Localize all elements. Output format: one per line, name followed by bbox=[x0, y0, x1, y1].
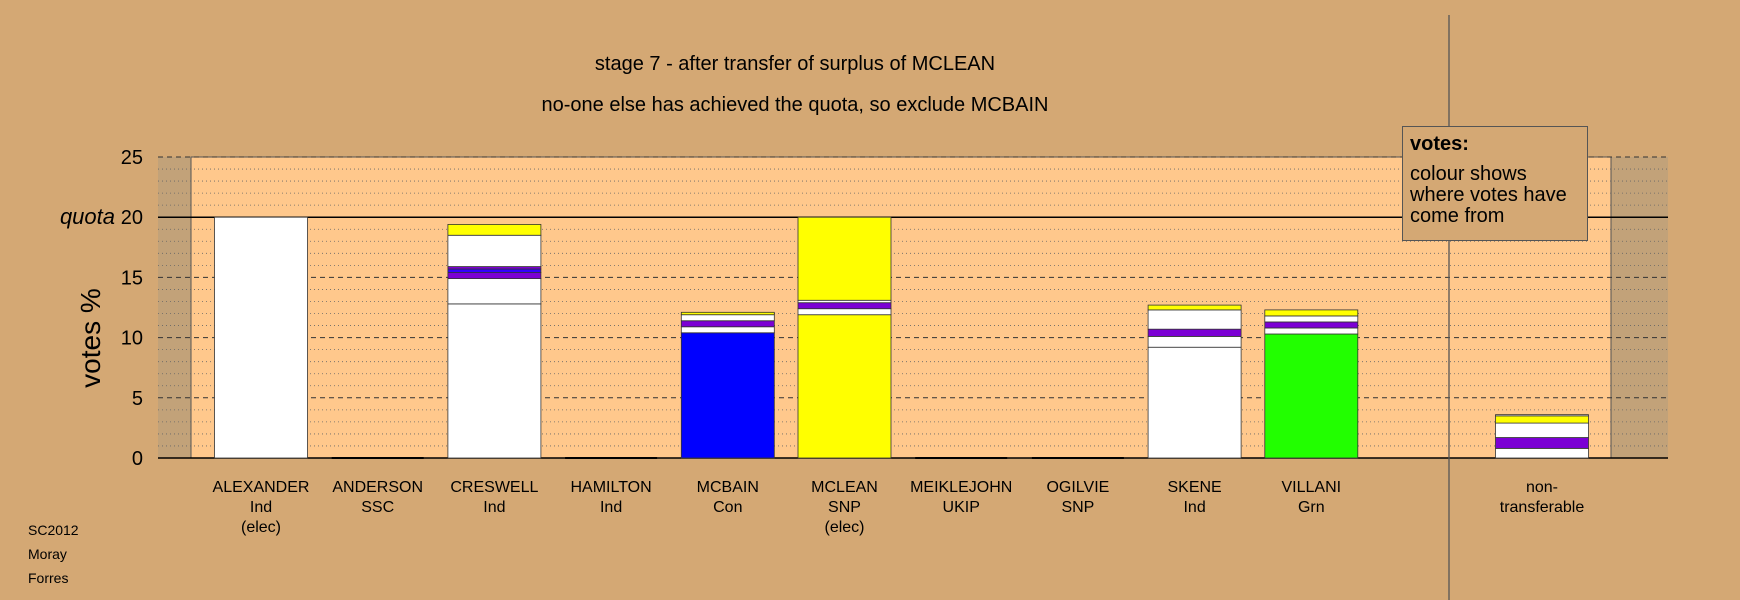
bar-skene-segment bbox=[1147, 335, 1242, 348]
bar-villani-segment bbox=[1264, 327, 1359, 335]
bar-nontransferable-segment bbox=[1495, 437, 1589, 449]
legend: votes: colour shows where votes have com… bbox=[1402, 126, 1588, 241]
bar-mclean-segment bbox=[797, 308, 892, 316]
candidate-party: Grn bbox=[1297, 499, 1325, 516]
nontransferable-label-line: non- bbox=[1525, 479, 1559, 496]
candidate-party: Con bbox=[713, 499, 743, 516]
bar-creswell-segment bbox=[447, 278, 542, 305]
candidate-label: SKENE Ind bbox=[1140, 478, 1250, 518]
candidate-party: SSC bbox=[361, 499, 395, 516]
footer-line-1: SC2012 bbox=[28, 522, 79, 538]
bar-villani-segment bbox=[1264, 315, 1359, 323]
candidate-label: ALEXANDER Ind (elec) bbox=[206, 478, 316, 538]
candidate-status: (elec) bbox=[240, 519, 281, 536]
candidate-name: MCLEAN bbox=[811, 479, 878, 496]
bar-mclean-segment bbox=[797, 302, 892, 310]
candidate-name: HAMILTON bbox=[570, 479, 652, 496]
candidate-status: (elec) bbox=[824, 519, 865, 536]
candidate-name: MCBAIN bbox=[696, 479, 759, 496]
candidate-name: VILLANI bbox=[1281, 479, 1342, 496]
bar-villani-segment bbox=[1264, 321, 1359, 329]
chart-title: stage 7 - after transfer of surplus of M… bbox=[594, 53, 996, 75]
footer-line-2: Moray bbox=[28, 546, 67, 562]
nontransferable-label-line: transferable bbox=[1499, 499, 1585, 516]
bar-nontransferable-segment bbox=[1495, 422, 1589, 438]
candidate-label: HAMILTON Ind bbox=[556, 478, 666, 518]
y-tick-label: 10 bbox=[121, 328, 143, 350]
bar-nontransferable-segment bbox=[1495, 415, 1589, 424]
chart-subtitle: no-one else has achieved the quota, so e… bbox=[541, 94, 1049, 116]
bar-skene-segment bbox=[1147, 304, 1242, 311]
legend-text: colour shows where votes have come from bbox=[1410, 163, 1567, 227]
bar-mcbain-segment bbox=[680, 311, 775, 316]
candidate-name: CRESWELL bbox=[450, 479, 539, 496]
y-tick-label: 25 bbox=[121, 147, 143, 169]
candidate-label: CRESWELL Ind bbox=[439, 478, 549, 518]
candidate-name: ALEXANDER bbox=[212, 479, 310, 496]
y-tick-label: 15 bbox=[121, 267, 143, 289]
candidate-name: ANDERSON bbox=[332, 479, 424, 496]
y-tick-label: 0 bbox=[132, 448, 143, 470]
candidate-label: MCLEAN SNP (elec) bbox=[790, 478, 900, 538]
bar-villani-segment bbox=[1264, 333, 1359, 459]
nontransferable-label: non-transferable bbox=[1467, 478, 1617, 518]
bar-skene-segment bbox=[1147, 346, 1242, 459]
bar-mcbain-segment bbox=[680, 320, 775, 328]
bar-mcbain-segment bbox=[680, 314, 775, 322]
bar-nontransferable-segment bbox=[1495, 414, 1589, 417]
candidate-label: MCBAIN Con bbox=[673, 478, 783, 518]
bar-creswell-segment bbox=[447, 234, 542, 267]
candidate-party: UKIP bbox=[942, 499, 980, 516]
candidate-label: MEIKLEJOHN UKIP bbox=[906, 478, 1016, 518]
bar-skene-segment bbox=[1147, 328, 1242, 337]
candidate-name: OGILVIE bbox=[1046, 479, 1110, 496]
plot-area bbox=[190, 156, 1612, 459]
candidate-label: VILLANI Grn bbox=[1256, 478, 1366, 518]
candidate-label: ANDERSON SSC bbox=[323, 478, 433, 518]
candidate-name: SKENE bbox=[1167, 479, 1222, 496]
candidate-party: SNP bbox=[828, 499, 861, 516]
y-axis-label: votes % bbox=[75, 288, 106, 388]
y-tick-label: 20 bbox=[121, 207, 143, 229]
bar-mclean-segment bbox=[797, 216, 892, 301]
bar-skene-segment bbox=[1147, 309, 1242, 330]
candidate-party: Ind bbox=[599, 499, 623, 516]
bar-creswell-segment bbox=[447, 224, 542, 236]
candidate-party: SNP bbox=[1061, 499, 1095, 516]
bar-villani-segment bbox=[1264, 309, 1359, 317]
bar-alexander-segment bbox=[214, 216, 308, 459]
bar-creswell-segment bbox=[447, 303, 542, 459]
candidate-name: MEIKLEJOHN bbox=[910, 479, 1013, 496]
candidate-party: Ind bbox=[1183, 499, 1206, 516]
legend-title: votes: bbox=[1410, 133, 1469, 155]
bar-nontransferable-segment bbox=[1495, 447, 1589, 459]
quota-label: quota bbox=[60, 204, 115, 229]
bar-mcbain-segment bbox=[680, 326, 775, 334]
bar-mcbain-segment bbox=[680, 332, 775, 459]
candidate-label: OGILVIE SNP bbox=[1023, 478, 1133, 518]
y-tick-label: 5 bbox=[132, 388, 143, 410]
bar-creswell-segment bbox=[447, 268, 542, 273]
bar-creswell-segment bbox=[447, 272, 542, 280]
candidate-party: Ind bbox=[483, 499, 506, 516]
bar-mclean-segment bbox=[797, 314, 892, 459]
candidate-party: Ind bbox=[249, 499, 273, 516]
footer-line-3: Forres bbox=[28, 570, 69, 586]
